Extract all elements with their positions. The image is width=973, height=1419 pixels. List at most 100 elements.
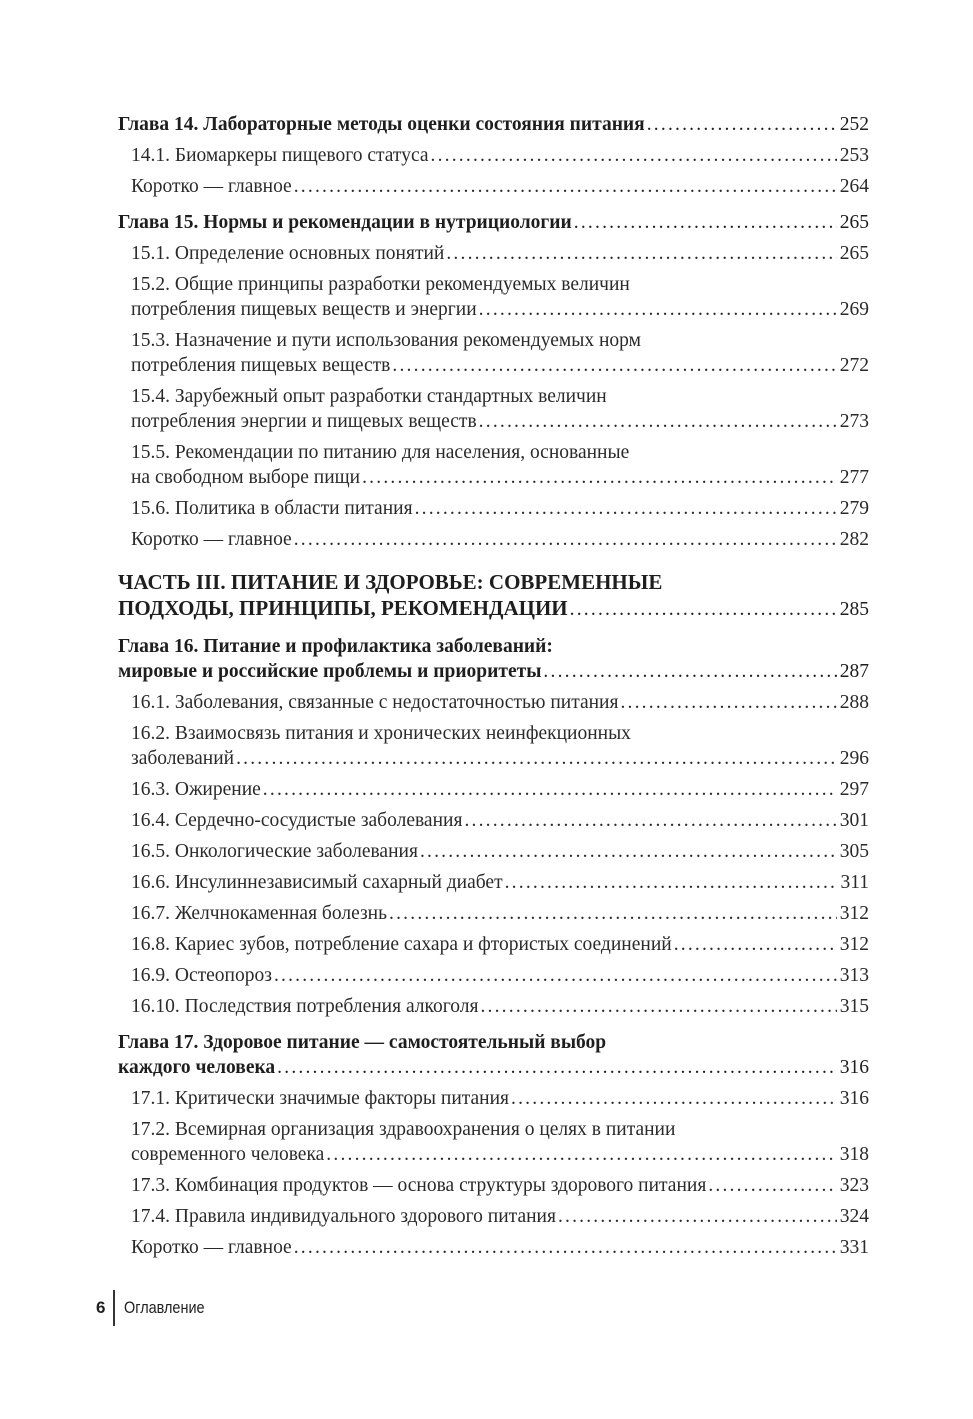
toc-entry-line: 16.2. Взаимосвязь питания и хронических … bbox=[131, 721, 869, 746]
dot-leader bbox=[277, 1055, 837, 1080]
toc-entry-line: 17.3. Комбинация продуктов — основа стру… bbox=[131, 1173, 869, 1198]
toc-entry-section: 17.3. Комбинация продуктов — основа стру… bbox=[118, 1173, 869, 1198]
toc-entry-title: Глава 15. Нормы и рекомендации в нутрици… bbox=[118, 212, 572, 233]
toc-entry-title: 15.4. Зарубежный опыт разработки стандар… bbox=[131, 386, 607, 407]
toc-entry-title: ПОДХОДЫ, ПРИНЦИПЫ, РЕКОМЕНДАЦИИ bbox=[118, 596, 568, 620]
toc-entry-line: 16.4. Сердечно-сосудистые заболевания 301 bbox=[131, 808, 869, 833]
toc-entry-line: 17.1. Критически значимые факторы питани… bbox=[131, 1086, 869, 1111]
toc-page-number: 265 bbox=[839, 212, 869, 233]
toc-entry-title: 17.3. Комбинация продуктов — основа стру… bbox=[131, 1175, 707, 1196]
toc-entry-section: 17.2. Всемирная организация здравоохране… bbox=[118, 1117, 869, 1167]
dot-leader bbox=[647, 112, 837, 137]
toc-page-number: 331 bbox=[839, 1237, 869, 1258]
toc-entry-line: 15.6. Политика в области питания 279 bbox=[131, 496, 869, 521]
toc-entry-line: 17.2. Всемирная организация здравоохране… bbox=[131, 1117, 869, 1142]
toc-page-number: 282 bbox=[839, 529, 869, 550]
dot-leader bbox=[570, 597, 837, 623]
running-title: Оглавление bbox=[123, 1298, 205, 1317]
toc-entry-line: потребления пищевых веществ 272 bbox=[131, 353, 869, 378]
toc-entry-line: современного человека 318 bbox=[131, 1142, 869, 1167]
dot-leader bbox=[420, 839, 837, 864]
dot-leader bbox=[480, 994, 836, 1019]
toc-entry-line: на свободном выборе пищи 277 bbox=[131, 465, 869, 490]
toc-entry-section: 15.4. Зарубежный опыт разработки стандар… bbox=[118, 384, 869, 434]
page-number: 6 bbox=[96, 1298, 106, 1317]
toc-entry-part: ЧАСТЬ III. ПИТАНИЕ И ЗДОРОВЬЕ: СОВРЕМЕНН… bbox=[118, 569, 869, 623]
toc-entry-title: Глава 14. Лабораторные методы оценки сос… bbox=[118, 114, 645, 135]
dot-leader bbox=[431, 143, 837, 168]
dot-leader bbox=[326, 1142, 836, 1167]
toc-entry-title: 16.2. Взаимосвязь питания и хронических … bbox=[131, 723, 631, 744]
toc-entry-line: Коротко — главное 282 bbox=[131, 527, 869, 552]
toc-entry-line: 17.4. Правила индивидуального здорового … bbox=[131, 1204, 869, 1229]
toc-entry-section: 16.10. Последствия потребления алкоголя 3… bbox=[118, 994, 869, 1019]
toc-page-number: 269 bbox=[839, 299, 869, 320]
toc-entry-line: 15.2. Общие принципы разработки рекоменд… bbox=[131, 272, 869, 297]
toc-entry-line: потребления энергии и пищевых веществ 273 bbox=[131, 409, 869, 434]
dot-leader bbox=[392, 353, 836, 378]
toc-page-number: 279 bbox=[839, 498, 869, 519]
toc-entry-line: 15.1. Определение основных понятий 265 bbox=[131, 241, 869, 266]
dot-leader bbox=[415, 496, 837, 521]
toc-entry-title: 16.10. Последствия потребления алкоголя bbox=[131, 996, 479, 1017]
toc-entry-line: потребления пищевых веществ и энергии 269 bbox=[131, 297, 869, 322]
toc-entry-title: 15.6. Политика в области питания bbox=[131, 498, 413, 519]
toc-entry-section: 17.1. Критически значимые факторы питани… bbox=[118, 1086, 869, 1111]
toc-entry-section: 16.7. Желчнокаменная болезнь 312 bbox=[118, 901, 869, 926]
toc-entry-section: 15.3. Назначение и пути использования ре… bbox=[118, 328, 869, 378]
toc-entry-title: мировые и российские проблемы и приорите… bbox=[118, 661, 542, 682]
toc-entry-title: 17.4. Правила индивидуального здорового … bbox=[131, 1206, 556, 1227]
toc-page-number: 301 bbox=[839, 810, 869, 831]
toc-entry-line: Глава 16. Питание и профилактика заболев… bbox=[118, 634, 869, 659]
toc-entry-title: 15.3. Назначение и пути использования ре… bbox=[131, 330, 641, 351]
toc-entry-line: Глава 15. Нормы и рекомендации в нутрици… bbox=[118, 210, 869, 235]
toc-entry-chapter: Глава 16. Питание и профилактика заболев… bbox=[118, 634, 869, 684]
toc-page-number: 265 bbox=[839, 243, 869, 264]
dot-leader bbox=[236, 746, 837, 771]
dot-leader bbox=[263, 777, 837, 802]
toc-page-number: 253 bbox=[839, 145, 869, 166]
dot-leader bbox=[558, 1204, 837, 1229]
toc-entry-line: 15.5. Рекомендации по питанию для населе… bbox=[131, 440, 869, 465]
toc-entry-chapter: Глава 14. Лабораторные методы оценки сос… bbox=[118, 112, 869, 137]
toc-entry-section: 16.2. Взаимосвязь питания и хронических … bbox=[118, 721, 869, 771]
toc-entry-section: 17.4. Правила индивидуального здорового … bbox=[118, 1204, 869, 1229]
toc-entry-section: Коротко — главное 282 bbox=[118, 527, 869, 552]
toc-page-number: 315 bbox=[839, 996, 869, 1017]
toc-entry-line: Коротко — главное 264 bbox=[131, 174, 869, 199]
toc-entry-line: мировые и российские проблемы и приорите… bbox=[118, 659, 869, 684]
toc-entry-title: 16.7. Желчнокаменная болезнь bbox=[131, 903, 388, 924]
toc-entry-line: 16.5. Онкологические заболевания 305 bbox=[131, 839, 869, 864]
toc-entry-line: 16.8. Кариес зубов, потребление сахара и… bbox=[131, 932, 869, 957]
toc-page-number: 312 bbox=[839, 934, 869, 955]
toc-entry-section: 16.9. Остеопороз 313 bbox=[118, 963, 869, 988]
toc-entry-line: 16.1. Заболевания, связанные с недостато… bbox=[131, 690, 869, 715]
footer-divider bbox=[113, 1290, 115, 1326]
dot-leader bbox=[674, 932, 837, 957]
toc-entry-line: 16.9. Остеопороз 313 bbox=[131, 963, 869, 988]
dot-leader bbox=[505, 870, 838, 895]
toc-entry-line: 15.3. Назначение и пути использования ре… bbox=[131, 328, 869, 353]
toc-entry-chapter: Глава 15. Нормы и рекомендации в нутрици… bbox=[118, 210, 869, 235]
toc-entry-title: Коротко — главное bbox=[131, 529, 292, 550]
toc-page-number: 297 bbox=[839, 779, 869, 800]
toc-entry-section: Коротко — главное 264 bbox=[118, 174, 869, 199]
toc-entry-title: каждого человека bbox=[118, 1057, 276, 1078]
toc-page-number: 316 bbox=[839, 1088, 869, 1109]
toc-entry-line: 16.7. Желчнокаменная болезнь 312 bbox=[131, 901, 869, 926]
toc-entry-title: Коротко — главное bbox=[131, 176, 292, 197]
dot-leader bbox=[708, 1173, 836, 1198]
toc-entry-line: Глава 17. Здоровое питание — самостоятел… bbox=[118, 1030, 869, 1055]
dot-leader bbox=[620, 690, 836, 715]
toc-page-number: 287 bbox=[839, 661, 869, 682]
toc-entry-title: на свободном выборе пищи bbox=[131, 467, 361, 488]
table-of-contents: Глава 14. Лабораторные методы оценки сос… bbox=[118, 101, 869, 1260]
toc-page-number: 285 bbox=[839, 599, 869, 620]
toc-page-number: 313 bbox=[839, 965, 869, 986]
toc-entry-title: 15.5. Рекомендации по питанию для населе… bbox=[131, 442, 630, 463]
toc-entry-line: 16.10. Последствия потребления алкоголя 3… bbox=[131, 994, 869, 1019]
toc-page-number: 264 bbox=[839, 176, 869, 197]
dot-leader bbox=[362, 465, 837, 490]
toc-entry-title: Коротко — главное bbox=[131, 1237, 292, 1258]
toc-page-number: 312 bbox=[839, 903, 869, 924]
